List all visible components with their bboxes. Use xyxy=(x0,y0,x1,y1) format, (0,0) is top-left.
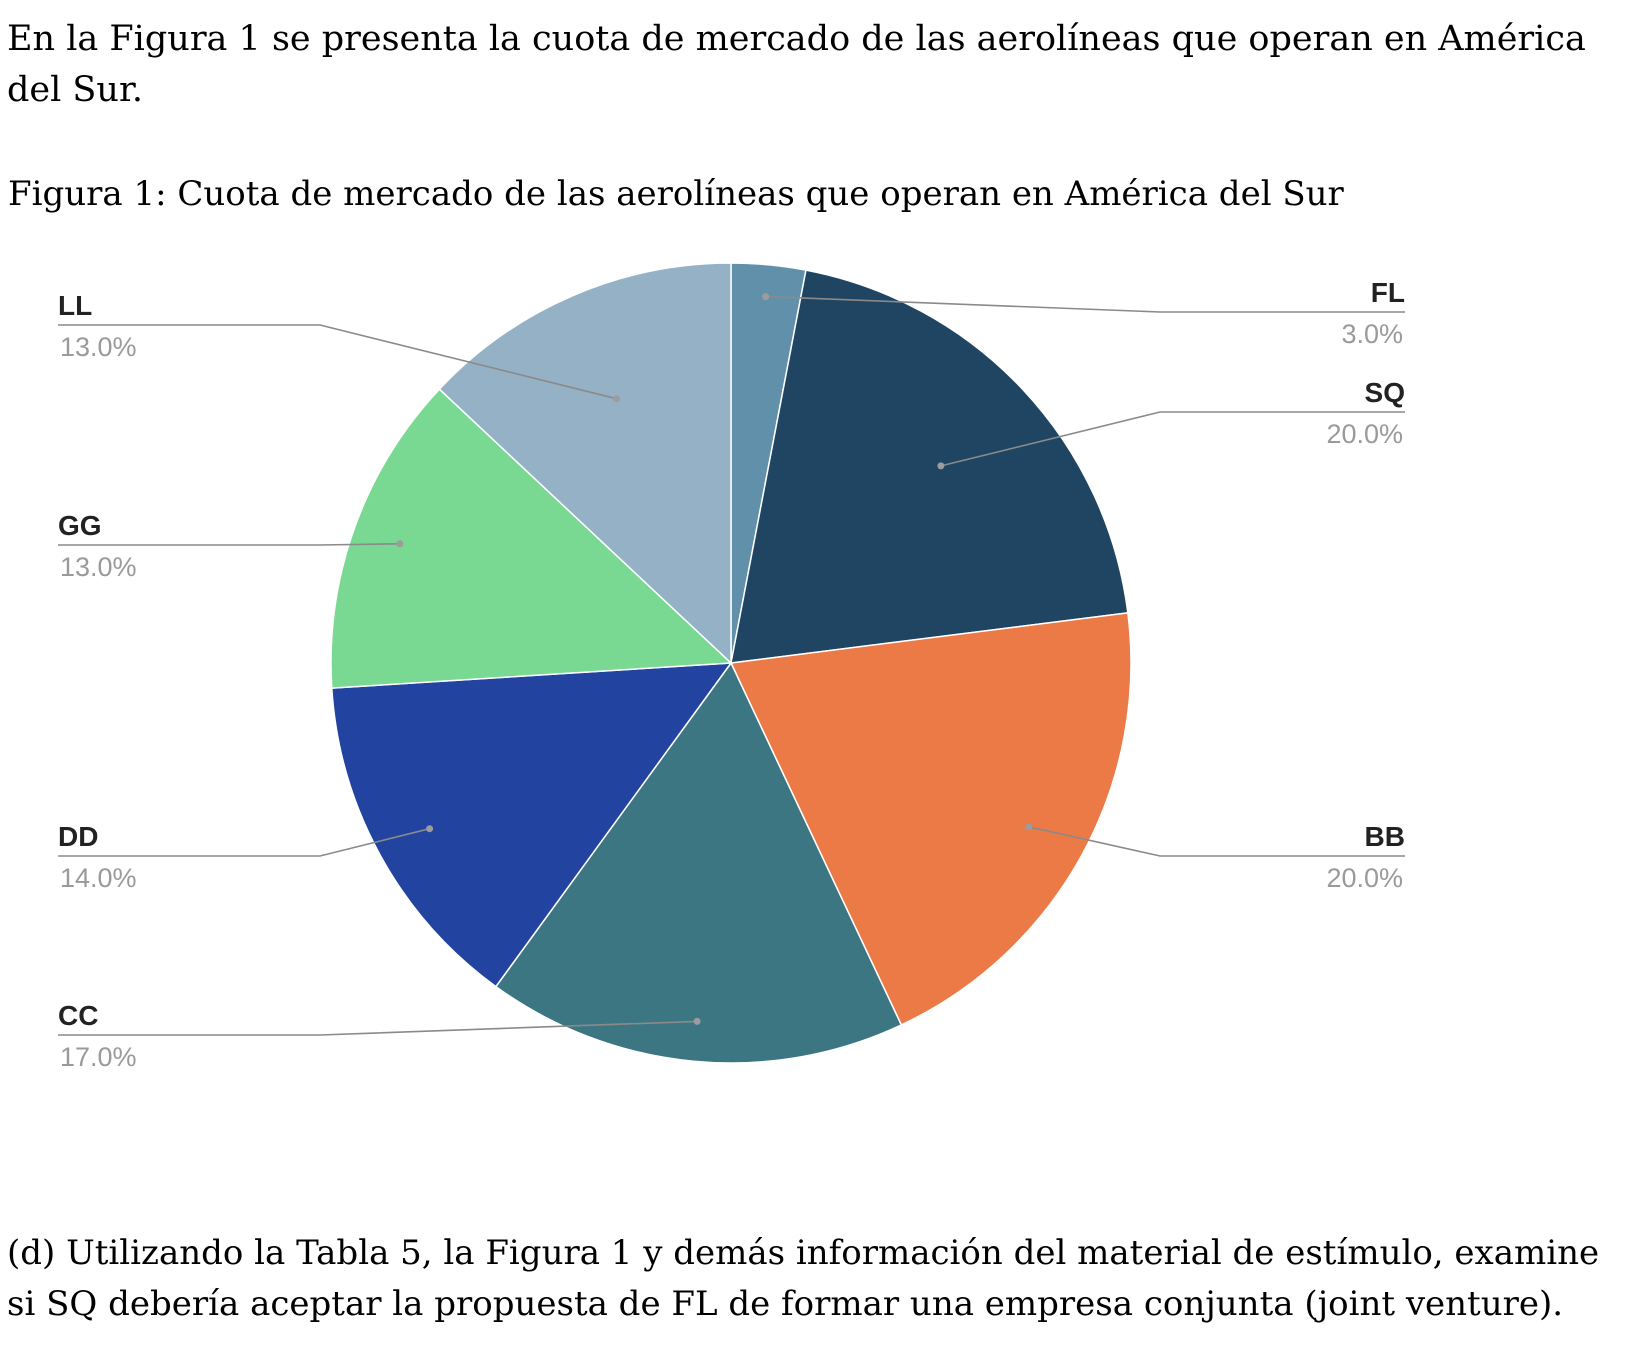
slice-value-bb: 20.0% xyxy=(1326,863,1403,893)
intro-text: En la Figura 1 se presenta la cuota de m… xyxy=(7,19,1586,110)
slice-label-sq: SQ xyxy=(1365,377,1405,408)
pie-slice-dd xyxy=(330,662,733,988)
leader-dot-gg xyxy=(396,540,404,548)
question-text: (d) Utilizando la Tabla 5, la Figura 1 y… xyxy=(7,1233,1600,1324)
slice-label-dd: DD xyxy=(58,821,98,852)
leader-dot-ll xyxy=(613,395,621,403)
pie-slice-ll xyxy=(438,262,732,665)
slice-labels: FL 3.0% SQ 20.0% BB 20.0% CC 17.0% DD 14.0% GG 13.0… xyxy=(58,277,1405,1072)
leader-line-ll xyxy=(58,324,617,400)
slice-value-fl: 3.0% xyxy=(1341,319,1403,349)
leader-dot-cc xyxy=(693,1017,701,1025)
pie-chart: FL 3.0% SQ 20.0% BB 20.0% CC 17.0% DD 14.0% GG 13.0… xyxy=(58,262,1405,1072)
leader-line-cc xyxy=(58,1020,698,1036)
slice-label-gg: GG xyxy=(58,510,102,541)
leader-dot-dd xyxy=(426,825,434,833)
leader-line-bb xyxy=(1028,826,1405,857)
slice-value-cc: 17.0% xyxy=(60,1042,137,1072)
slice-value-dd: 14.0% xyxy=(60,863,137,893)
pie-slice-bb xyxy=(729,612,1132,1026)
leader-line-fl xyxy=(765,295,1405,313)
pie-slice-cc xyxy=(494,661,903,1064)
slice-label-fl: FL xyxy=(1371,277,1405,308)
leader-line-gg xyxy=(58,543,400,546)
slice-label-bb: BB xyxy=(1365,821,1405,852)
slice-label-ll: LL xyxy=(58,290,92,321)
leader-line-sq xyxy=(940,411,1405,467)
leader-dot-fl xyxy=(762,293,770,301)
pie-slice-gg xyxy=(330,388,733,689)
pie-slices xyxy=(330,262,1132,1064)
leader-dot-sq xyxy=(937,462,945,470)
slice-value-ll: 13.0% xyxy=(60,332,137,362)
slice-label-cc: CC xyxy=(58,1000,98,1031)
slice-value-sq: 20.0% xyxy=(1326,419,1403,449)
pie-slice-sq xyxy=(730,269,1129,664)
figure-title: Figura 1: Cuota de mercado de las aerolí… xyxy=(8,174,1344,214)
slice-value-gg: 13.0% xyxy=(60,552,137,582)
leader-lines xyxy=(58,293,1405,1036)
leader-dot-bb xyxy=(1025,823,1033,831)
leader-line-dd xyxy=(58,827,430,857)
